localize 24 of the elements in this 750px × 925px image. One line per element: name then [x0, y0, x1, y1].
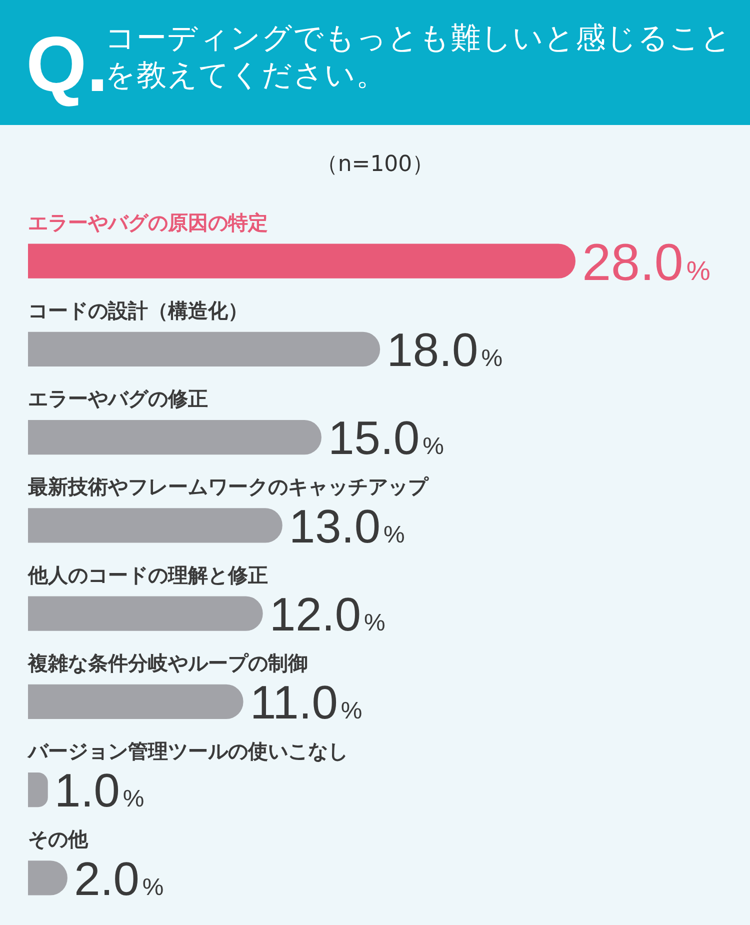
bar	[28, 244, 576, 278]
y-tick-label: 最新技術やフレームワークのキャッチアップ	[27, 474, 429, 499]
data-label: 2.0%	[74, 852, 164, 905]
bar	[28, 772, 48, 808]
bar	[28, 508, 282, 543]
y-tick-label: バージョン管理ツールの使いこなし	[27, 739, 348, 764]
data-label: 18.0%	[386, 323, 503, 376]
bar	[28, 332, 380, 367]
data-label: 1.0%	[54, 764, 144, 817]
bar	[28, 420, 322, 455]
bar	[28, 596, 263, 631]
y-tick-label: エラーやバグの原因の特定	[28, 210, 268, 234]
data-label: 12.0%	[269, 587, 386, 640]
data-label: 28.0%	[582, 234, 710, 292]
data-label: 13.0%	[289, 499, 405, 552]
data-label: 11.0%	[250, 676, 362, 729]
y-tick-label: 複雑な条件分岐やループの制御	[27, 650, 308, 675]
y-tick-label: その他	[28, 827, 89, 852]
y-tick-label: エラーやバグの修正	[28, 386, 208, 411]
data-label: 15.0%	[328, 411, 444, 464]
y-tick-label: 他人のコードの理解と修正	[27, 562, 268, 587]
chart-subtitle: （n=100）	[314, 151, 436, 179]
y-tick-label: コードの設計（構造化）	[28, 298, 248, 322]
bar	[28, 684, 244, 720]
